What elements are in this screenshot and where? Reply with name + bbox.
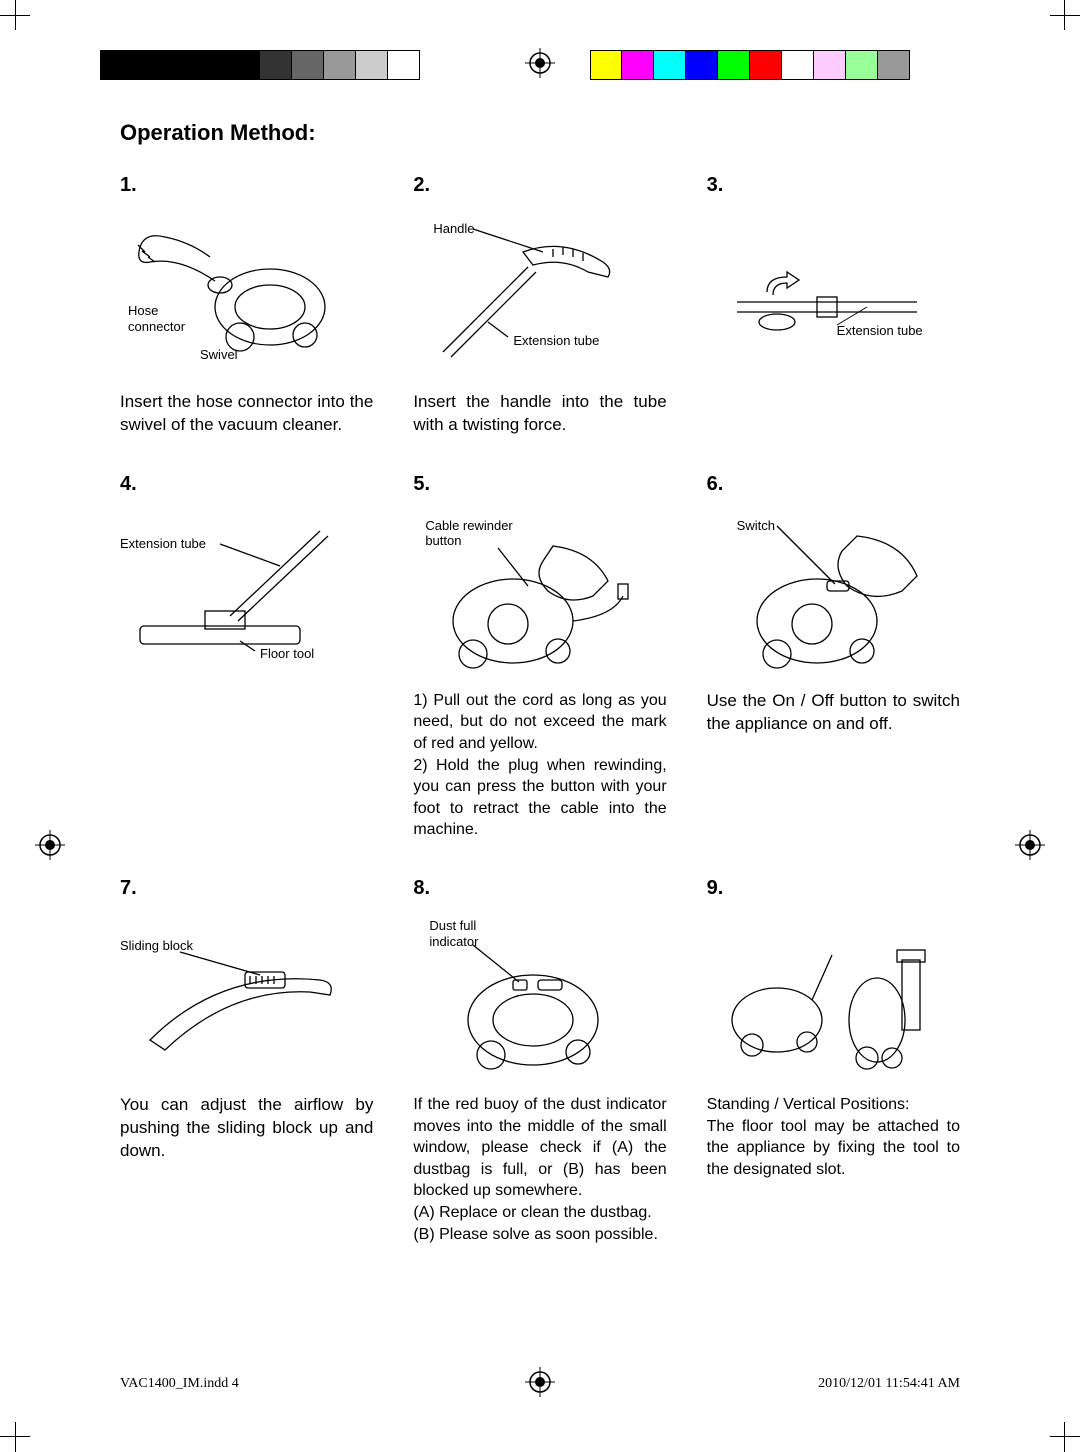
step-caption: You can adjust the airflow by pushing th… — [120, 1094, 373, 1163]
page-content: Operation Method: 1. — [120, 120, 960, 1332]
color-swatch — [878, 50, 910, 80]
footer-filename: VAC1400_IM.indd 4 — [120, 1376, 239, 1392]
step-caption: If the red buoy of the dust indicator mo… — [413, 1094, 666, 1245]
step-number: 8. — [413, 877, 666, 900]
color-bar-left — [100, 50, 420, 80]
floor-tool-icon — [120, 506, 370, 676]
extension-tube-icon — [707, 207, 957, 377]
step-3-figure: Extension tube — [707, 207, 960, 377]
step-number: 5. — [413, 473, 666, 496]
figure-label: Swivel — [200, 347, 238, 363]
crop-mark — [1064, 0, 1065, 30]
step-number: 6. — [707, 473, 960, 496]
figure-label: Floor tool — [260, 646, 314, 662]
step-caption: Standing / Vertical Positions: The floor… — [707, 1094, 960, 1180]
step-8-figure: Dust full indicator — [413, 910, 666, 1080]
color-swatch — [100, 50, 132, 80]
figure-label: Extension tube — [837, 323, 923, 339]
color-swatch — [686, 50, 718, 80]
step-9-figure — [707, 910, 960, 1080]
step-number: 7. — [120, 877, 373, 900]
figure-label: Extension tube — [120, 536, 206, 552]
color-swatch — [196, 50, 228, 80]
figure-label: Sliding block — [120, 938, 193, 954]
step-number: 2. — [413, 174, 666, 197]
color-swatch — [324, 50, 356, 80]
step-1: 1. Hose connector — [120, 174, 373, 437]
step-3: 3. Extension tube — [707, 174, 960, 437]
step-number: 3. — [707, 174, 960, 197]
vacuum-hose-icon — [120, 207, 370, 377]
step-4: 4. Extension tube Floor tool — [120, 473, 373, 841]
registration-mark-icon — [525, 48, 555, 78]
crop-mark — [1050, 1436, 1080, 1437]
color-swatch — [782, 50, 814, 80]
crop-mark — [15, 1422, 16, 1452]
figure-label: Cable rewinder button — [425, 518, 512, 549]
step-5-figure: Cable rewinder button — [413, 506, 666, 676]
color-swatch — [164, 50, 196, 80]
crop-mark — [1064, 1422, 1065, 1452]
step-2-figure: Handle Extension tube — [413, 207, 666, 377]
page-title: Operation Method: — [120, 120, 960, 146]
color-swatch — [846, 50, 878, 80]
step-2: 2. Handle Extension tube — [413, 174, 666, 437]
step-8: 8. Dust full indicator If the red buoy o… — [413, 877, 666, 1245]
standing-position-icon — [707, 910, 957, 1080]
crop-mark — [15, 0, 16, 30]
sliding-block-icon — [120, 910, 370, 1080]
step-7: 7. Sliding block You can adjust the airf… — [120, 877, 373, 1245]
step-caption: 1) Pull out the cord as long as you need… — [413, 690, 666, 841]
step-1-figure: Hose connector Swivel — [120, 207, 373, 377]
color-bar-right — [590, 50, 910, 80]
color-swatch — [622, 50, 654, 80]
color-swatch — [292, 50, 324, 80]
figure-label: Extension tube — [513, 333, 599, 349]
color-swatch — [356, 50, 388, 80]
step-7-figure: Sliding block — [120, 910, 373, 1080]
color-swatch — [750, 50, 782, 80]
step-caption: Insert the hose connector into the swive… — [120, 391, 373, 437]
step-5: 5. C — [413, 473, 666, 841]
step-4-figure: Extension tube Floor tool — [120, 506, 373, 676]
step-6-figure: Switch — [707, 506, 960, 676]
color-swatch — [132, 50, 164, 80]
figure-label: Hose connector — [128, 303, 185, 334]
figure-label: Dust full indicator — [429, 918, 478, 949]
color-swatch — [228, 50, 260, 80]
color-swatch — [388, 50, 420, 80]
registration-mark-icon — [35, 830, 65, 860]
crop-mark — [1050, 15, 1080, 16]
step-caption: Use the On / Off button to switch the ap… — [707, 690, 960, 736]
step-number: 4. — [120, 473, 373, 496]
figure-label: Switch — [737, 518, 775, 534]
step-9: 9. — [707, 877, 960, 1245]
color-swatch — [718, 50, 750, 80]
color-swatch — [814, 50, 846, 80]
steps-grid: 1. Hose connector — [120, 174, 960, 1245]
step-number: 9. — [707, 877, 960, 900]
step-number: 1. — [120, 174, 373, 197]
figure-label: Handle — [433, 221, 474, 237]
step-caption: Insert the handle into the tube with a t… — [413, 391, 666, 437]
registration-mark-icon — [1015, 830, 1045, 860]
color-swatch — [260, 50, 292, 80]
color-swatch — [590, 50, 622, 80]
registration-mark-icon — [525, 1367, 555, 1397]
color-swatch — [654, 50, 686, 80]
step-6: 6. Switch Use the On / Off button to — [707, 473, 960, 841]
footer-timestamp: 2010/12/01 11:54:41 AM — [818, 1376, 960, 1392]
